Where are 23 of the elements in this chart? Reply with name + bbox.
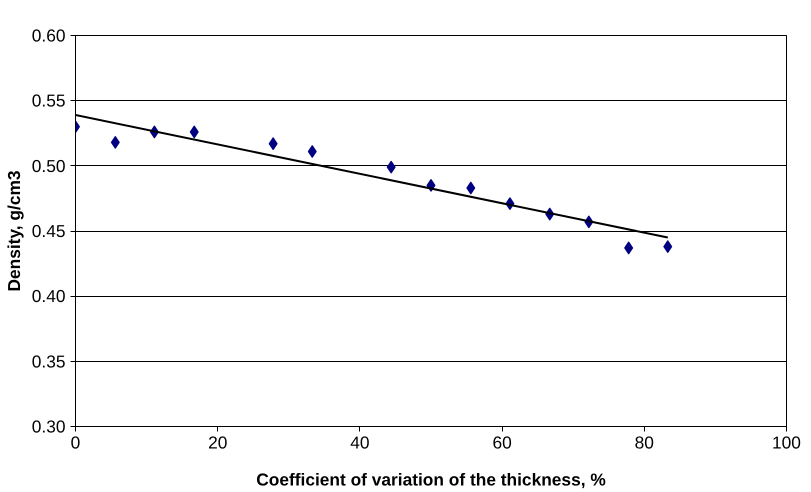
point	[110, 136, 120, 149]
point	[624, 241, 634, 254]
y-tick-label: 0.30	[32, 416, 66, 436]
point	[190, 125, 199, 138]
point	[308, 144, 317, 158]
x-tick-label: 20	[208, 432, 228, 452]
y-tick-label: 0.60	[32, 26, 66, 46]
x-axis-title: Coefficient of variation of the thickness, %	[256, 470, 606, 490]
point	[466, 181, 476, 194]
y-tick-label: 0.35	[32, 351, 66, 372]
x-tick-label: 100	[772, 432, 801, 452]
x-tick-label: 60	[492, 432, 512, 452]
x-tick-label: 80	[634, 432, 654, 452]
y-axis-title: Density, g/cm3	[4, 170, 24, 292]
y-tick-label: 0.55	[32, 90, 66, 111]
x-tick-label: 40	[350, 432, 370, 452]
y-tick-label: 0.45	[32, 221, 66, 241]
point	[386, 160, 396, 174]
point	[268, 137, 278, 150]
y-tick-label: 0.40	[32, 286, 66, 306]
point	[663, 240, 672, 254]
x-tick-label: 0	[70, 432, 80, 452]
y-tick-label: 0.50	[32, 156, 66, 176]
